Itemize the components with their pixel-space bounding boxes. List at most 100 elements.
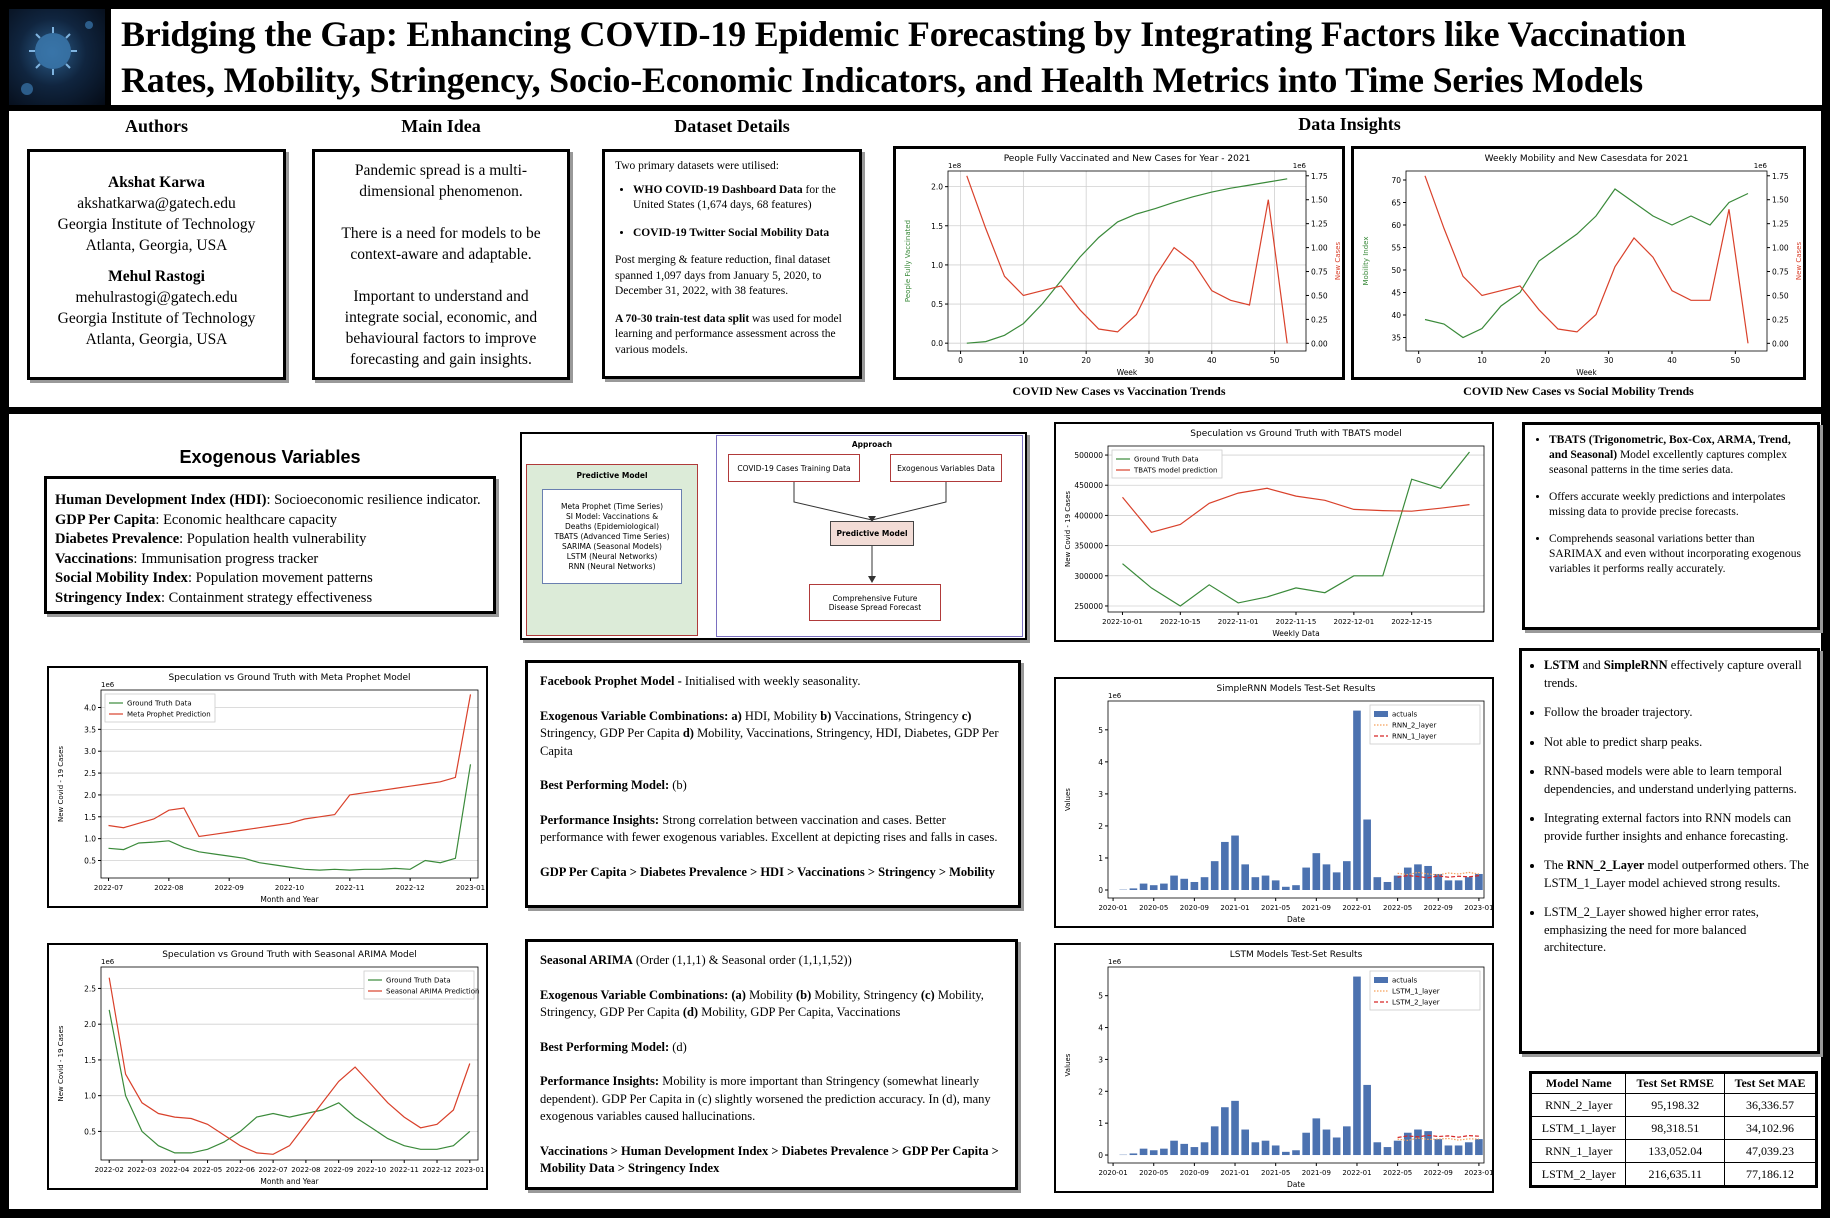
plot-frame [1107, 966, 1485, 1164]
approach-panel [716, 435, 1023, 637]
bar [1475, 1139, 1483, 1156]
paragraph: Two primary datasets were utilised: [615, 160, 779, 172]
text-run: Strong correlation between vaccination a… [540, 812, 998, 845]
y-tick-label: 0.5 [84, 857, 96, 866]
bar [1210, 1126, 1219, 1156]
plot-frame [100, 689, 479, 879]
bold-run: Performance Insights: [540, 1074, 660, 1088]
bullet: COVID-19 Twitter Social Mobility Data [633, 226, 849, 242]
results-table: Model Name Test Set RMSE Test Set MAE RNN_2… [1530, 1073, 1816, 1186]
bar [1210, 861, 1219, 890]
y-tick-label: 1.0 [931, 261, 943, 270]
x-tick-label: 2021-05 [1261, 904, 1290, 912]
bold-run: c) [961, 708, 972, 723]
x-tick-label: 2022-08 [154, 884, 183, 892]
x-axis-label: Date [1287, 915, 1305, 924]
x-axis-label: Week [1117, 368, 1138, 377]
x-tick-label: 2022-10-01 [1102, 618, 1143, 626]
bar [1251, 1142, 1260, 1156]
bar [1444, 1145, 1453, 1156]
bold-run: GDP Per Capita [55, 511, 156, 528]
table-cell: 133,052.04 [1625, 1139, 1726, 1163]
x-axis-label: Date [1287, 1180, 1305, 1189]
title-line: Rates, Mobility, Stringency, Socio-Econo… [121, 60, 1643, 100]
y-offset-label: 1e6 [1108, 692, 1122, 700]
series-line [108, 1009, 471, 1154]
bar [1180, 878, 1189, 890]
text-run: : Population movement patterns [187, 570, 373, 586]
x-tick-label: 2022-12-15 [1391, 618, 1432, 626]
bold-run: Exogenous Variable Combinations: a) [540, 708, 742, 723]
x-tick-label: 2020-01 [1098, 1169, 1127, 1177]
table-cell: RNN_1_layer [1530, 1139, 1627, 1163]
legend: actuals LSTM_1_layer LSTM_2_layer [1369, 970, 1481, 1011]
bar [1271, 880, 1280, 890]
paragraph: A 70-30 train-test data split was used f… [615, 312, 849, 359]
bold-run: Seasonal ARIMA [540, 953, 633, 967]
legend-label: actuals [1392, 711, 1418, 719]
plot-frame [947, 170, 1307, 352]
x-tick-label: 2022-10-15 [1160, 618, 1201, 626]
paragraph: Facebook Prophet Model - Initialised wit… [540, 673, 1006, 691]
author-name: Mehul Rastogi [108, 268, 205, 285]
legend-label: Seasonal ARIMA Prediction [386, 988, 479, 996]
x-tick-label: 2022-05 [1383, 1169, 1412, 1177]
y-offset-label: 1e6 [101, 681, 115, 689]
y-axis-label: New Covid - 19 Cases [57, 1025, 65, 1101]
exog-item: Stringency Index: Containment strategy e… [55, 589, 485, 609]
y2-axis-label: New Cases [1795, 242, 1803, 281]
series-line [1122, 451, 1470, 607]
bar [1200, 877, 1209, 890]
bar [1434, 1139, 1443, 1156]
paragraph: Exogenous Variable Combinations: a) HDI,… [540, 708, 1006, 761]
bold-run: b) [820, 708, 832, 723]
paragraph: Pandemic spread is a multi-dimensional p… [354, 162, 528, 200]
bar [1231, 1100, 1239, 1156]
chart-title: Speculation vs Ground Truth with Meta Pr… [168, 673, 410, 683]
legend-box [104, 693, 216, 723]
author-email: mehulrastogi@gatech.edu [75, 289, 238, 306]
y-tick-label: 5 [1098, 992, 1103, 1001]
text-run: : Socioeconomic resilience indicator. [266, 492, 481, 508]
prophet-box: Facebook Prophet Model - Initialised wit… [525, 660, 1021, 908]
bold-run: (c) [920, 987, 935, 1002]
legend-label: TBATS model prediction [1133, 467, 1217, 475]
bar [1353, 710, 1361, 890]
y-tick-label: 1.5 [84, 813, 96, 822]
bold-run: A 70-30 train-test data split [615, 312, 750, 325]
legend-label: Meta Prophet Prediction [127, 711, 211, 719]
y2-tick-label: 1.50 [1311, 196, 1328, 205]
bar [1353, 976, 1361, 1156]
y-tick-label: 2.0 [84, 1020, 96, 1029]
model-item: RNN (Neural Networks) [568, 561, 656, 571]
x-tick-label: 0 [958, 356, 963, 365]
bar [1383, 881, 1392, 890]
text-run: Post merging & feature reduction, final … [615, 254, 831, 297]
exog-item: Social Mobility Index: Population moveme… [55, 569, 485, 589]
tbats-box: TBATS (Trigonometric, Box-Cox, ARMA, Tre… [1522, 422, 1820, 630]
bar [1190, 881, 1199, 890]
y2-tick-label: 1.00 [1311, 244, 1328, 253]
y-axis-label: Values [1064, 1053, 1072, 1076]
bar [1200, 1142, 1209, 1156]
chart-caption: COVID New Cases vs Vaccination Trends [1012, 384, 1226, 398]
bar [1403, 867, 1412, 890]
exog-item: Diabetes Prevalence: Population health v… [55, 530, 485, 550]
bold-run: RNN_2_Layer [1566, 858, 1645, 872]
legend: Ground Truth Data Meta Prophet Prediction [104, 693, 216, 723]
x-tick-label: 2020-01 [1098, 904, 1127, 912]
bar [1261, 875, 1270, 890]
bold-run: WHO COVID-19 Dashboard Data [633, 183, 803, 196]
bar [1241, 864, 1249, 890]
bar [1363, 819, 1371, 890]
y2-tick-label: 0.25 [1772, 315, 1789, 324]
paragraph: Performance Insights: Strong correlation… [540, 812, 1006, 847]
series-line [1424, 175, 1749, 344]
x-tick-label: 10 [1477, 356, 1487, 365]
text-run: : Population health vulnerability [179, 531, 367, 547]
y-tick-label: 4.0 [84, 703, 96, 712]
y-tick-label: 3 [1098, 790, 1103, 799]
x-axis-label: Month and Year [260, 895, 319, 904]
x-tick-label: 2022-09 [324, 1166, 353, 1174]
